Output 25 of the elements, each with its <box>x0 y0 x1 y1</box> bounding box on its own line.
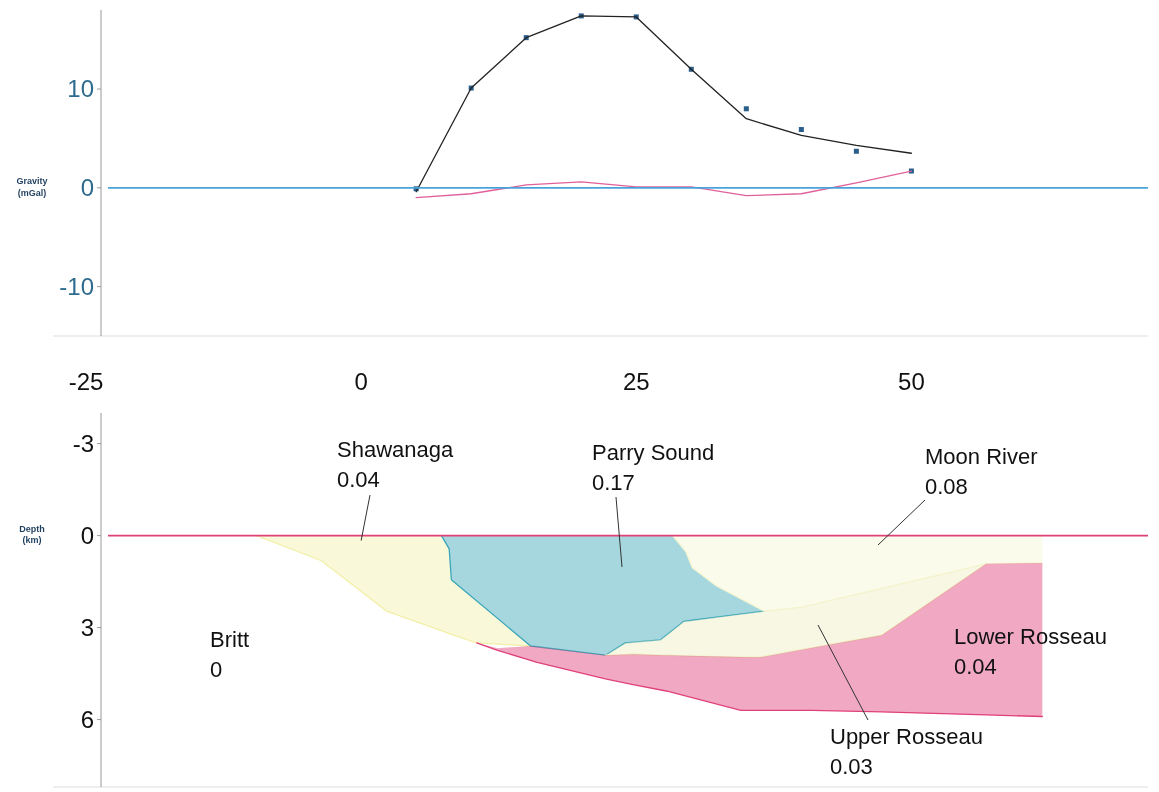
y-tick-label: -10 <box>59 273 94 301</box>
annotation: 0.17 <box>592 470 635 495</box>
x-tick-label: 0 <box>354 368 368 395</box>
annotation: 0.04 <box>337 467 380 492</box>
y-axis-title: Gravity (mGal) <box>16 175 48 198</box>
y-tick-label: -3 <box>72 430 94 458</box>
annotation: 0.03 <box>830 754 873 779</box>
annotation: Moon River <box>925 444 1038 469</box>
y-tick-label: 10 <box>67 75 94 103</box>
y-axis-title: Depth (km) <box>19 523 45 546</box>
annotation: Lower Rosseau <box>954 624 1107 649</box>
annotation: 0 <box>210 657 223 682</box>
y-tick-label: 0 <box>80 174 94 202</box>
annotation: Shawanaga <box>337 437 454 462</box>
y-tick-label: 0 <box>80 522 94 550</box>
annotation: 0.08 <box>925 474 968 499</box>
annotation: Britt <box>210 627 250 652</box>
annotation: Parry Sound <box>592 440 715 465</box>
annotation: Upper Rosseau <box>830 724 983 749</box>
x-tick-label: 50 <box>898 368 925 395</box>
x-tick-label: 25 <box>622 368 650 395</box>
y-tick-label: 6 <box>80 705 94 733</box>
x-tick-label: -25 <box>68 368 104 395</box>
y-tick-label: 3 <box>80 613 94 641</box>
annotation: 0.04 <box>954 654 997 679</box>
